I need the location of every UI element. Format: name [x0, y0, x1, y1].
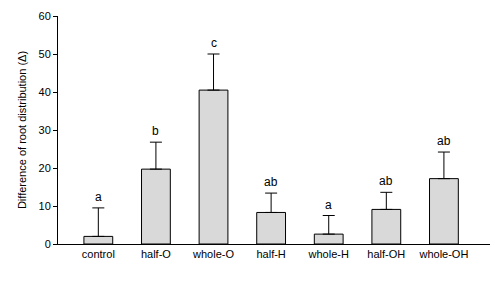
- svg-text:ab: ab: [379, 174, 393, 188]
- svg-text:0: 0: [45, 238, 51, 250]
- svg-text:40: 40: [39, 86, 51, 98]
- svg-text:whole-H: whole-H: [308, 248, 349, 260]
- svg-text:half-O: half-O: [141, 248, 171, 260]
- svg-text:a: a: [95, 190, 102, 204]
- svg-text:ab: ab: [264, 175, 278, 189]
- svg-text:a: a: [325, 198, 332, 212]
- svg-text:10: 10: [39, 200, 51, 212]
- svg-text:Difference of root distributio: Difference of root distribution (Δ): [16, 51, 28, 209]
- svg-text:whole-OH: whole-OH: [418, 248, 468, 260]
- svg-text:30: 30: [39, 124, 51, 136]
- svg-text:control: control: [82, 248, 115, 260]
- svg-text:b: b: [152, 124, 159, 138]
- svg-text:20: 20: [39, 162, 51, 174]
- svg-text:half-OH: half-OH: [367, 248, 405, 260]
- svg-text:50: 50: [39, 48, 51, 60]
- svg-text:whole-O: whole-O: [192, 248, 234, 260]
- svg-text:c: c: [211, 36, 217, 50]
- svg-text:half-H: half-H: [256, 248, 285, 260]
- svg-text:60: 60: [39, 10, 51, 22]
- svg-text:ab: ab: [437, 134, 451, 148]
